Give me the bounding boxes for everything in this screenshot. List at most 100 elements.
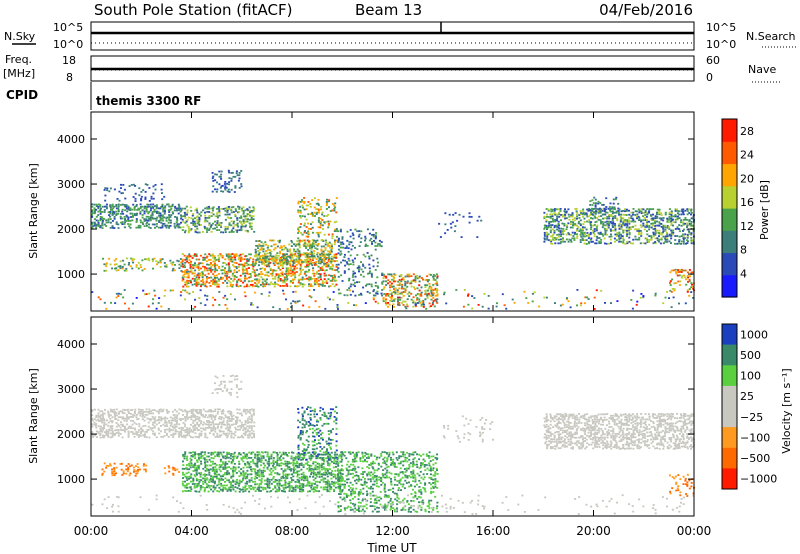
data-cell bbox=[238, 475, 241, 478]
data-cell bbox=[595, 226, 598, 228]
data-cell bbox=[197, 412, 200, 415]
data-cell bbox=[160, 305, 163, 308]
data-cell bbox=[248, 436, 251, 439]
data-cell bbox=[422, 301, 425, 304]
data-cell bbox=[604, 221, 607, 224]
data-cell bbox=[573, 217, 576, 220]
data-cell bbox=[222, 461, 225, 464]
data-cell bbox=[384, 294, 387, 297]
data-cell bbox=[197, 454, 200, 457]
data-cell bbox=[319, 276, 322, 278]
data-cell bbox=[679, 221, 682, 224]
data-cell bbox=[179, 258, 182, 260]
data-cell bbox=[543, 224, 546, 227]
data-cell bbox=[612, 208, 615, 210]
data-cell bbox=[205, 280, 208, 283]
data-cell bbox=[143, 419, 146, 422]
data-cell bbox=[366, 244, 369, 247]
data-cell bbox=[568, 233, 571, 236]
data-cell bbox=[320, 250, 323, 252]
data-cell bbox=[138, 410, 141, 413]
data-cell bbox=[471, 295, 474, 298]
data-cell bbox=[210, 421, 213, 424]
data-cell bbox=[243, 222, 246, 224]
data-cell bbox=[101, 421, 104, 424]
data-cell bbox=[603, 227, 606, 230]
data-cell bbox=[616, 300, 619, 303]
data-cell bbox=[122, 184, 125, 186]
data-cell bbox=[393, 273, 396, 276]
data-cell bbox=[337, 237, 340, 240]
data-cell bbox=[622, 213, 625, 216]
data-cell bbox=[139, 412, 142, 415]
data-cell bbox=[557, 226, 560, 229]
data-cell bbox=[239, 419, 242, 422]
data-cell bbox=[295, 258, 298, 261]
data-cell bbox=[235, 428, 238, 431]
data-cell bbox=[235, 255, 238, 257]
data-cell bbox=[250, 488, 253, 490]
data-cell bbox=[107, 424, 110, 427]
data-cell bbox=[91, 221, 94, 224]
data-cell bbox=[210, 427, 213, 429]
data-cell bbox=[174, 432, 177, 435]
data-cell bbox=[136, 209, 139, 211]
data-cell bbox=[150, 207, 153, 210]
data-cell bbox=[386, 305, 389, 308]
data-cell bbox=[117, 423, 120, 426]
data-cell bbox=[176, 468, 179, 471]
data-cell bbox=[335, 230, 338, 232]
data-cell bbox=[226, 436, 229, 439]
data-cell bbox=[184, 410, 187, 413]
data-cell bbox=[240, 421, 243, 424]
data-cell bbox=[215, 190, 218, 193]
data-cell bbox=[261, 281, 264, 284]
data-cell bbox=[614, 228, 617, 231]
data-cell bbox=[140, 409, 143, 411]
data-cell bbox=[600, 241, 603, 244]
data-cell bbox=[576, 304, 579, 307]
data-cell bbox=[240, 480, 243, 483]
data-cell bbox=[220, 190, 223, 193]
data-cell bbox=[274, 243, 277, 246]
data-cell bbox=[244, 477, 247, 480]
data-cell bbox=[200, 283, 203, 286]
data-cell bbox=[250, 453, 253, 456]
data-cell bbox=[119, 416, 122, 419]
data-cell bbox=[646, 230, 649, 233]
data-cell bbox=[166, 410, 169, 413]
data-cell bbox=[682, 208, 685, 211]
data-cell bbox=[341, 241, 344, 244]
data-cell bbox=[635, 228, 638, 231]
data-cell bbox=[598, 237, 601, 239]
data-cell bbox=[225, 275, 228, 277]
data-cell bbox=[368, 255, 371, 258]
data-cell bbox=[212, 264, 215, 266]
data-cell bbox=[267, 263, 270, 266]
data-cell bbox=[283, 262, 286, 265]
data-cell bbox=[115, 432, 118, 435]
data-cell bbox=[246, 473, 249, 476]
data-cell bbox=[252, 481, 255, 483]
data-cell bbox=[229, 375, 232, 378]
data-cell bbox=[684, 217, 687, 219]
data-cell bbox=[209, 263, 212, 266]
data-cell bbox=[339, 241, 342, 244]
data-cell bbox=[212, 485, 215, 488]
data-cell bbox=[553, 209, 556, 212]
data-cell bbox=[192, 470, 195, 472]
data-cell bbox=[678, 274, 681, 277]
data-cell bbox=[668, 217, 671, 220]
data-cell bbox=[139, 207, 142, 210]
data-cell bbox=[393, 288, 396, 290]
data-cell bbox=[101, 222, 104, 225]
data-cell bbox=[184, 431, 187, 434]
data-cell bbox=[142, 465, 145, 467]
data-cell bbox=[307, 233, 310, 236]
data-cell bbox=[644, 237, 647, 240]
data-cell bbox=[218, 388, 221, 390]
data-cell bbox=[598, 233, 601, 235]
data-cell bbox=[435, 282, 438, 285]
y-tick-label: 4000 bbox=[57, 133, 85, 146]
